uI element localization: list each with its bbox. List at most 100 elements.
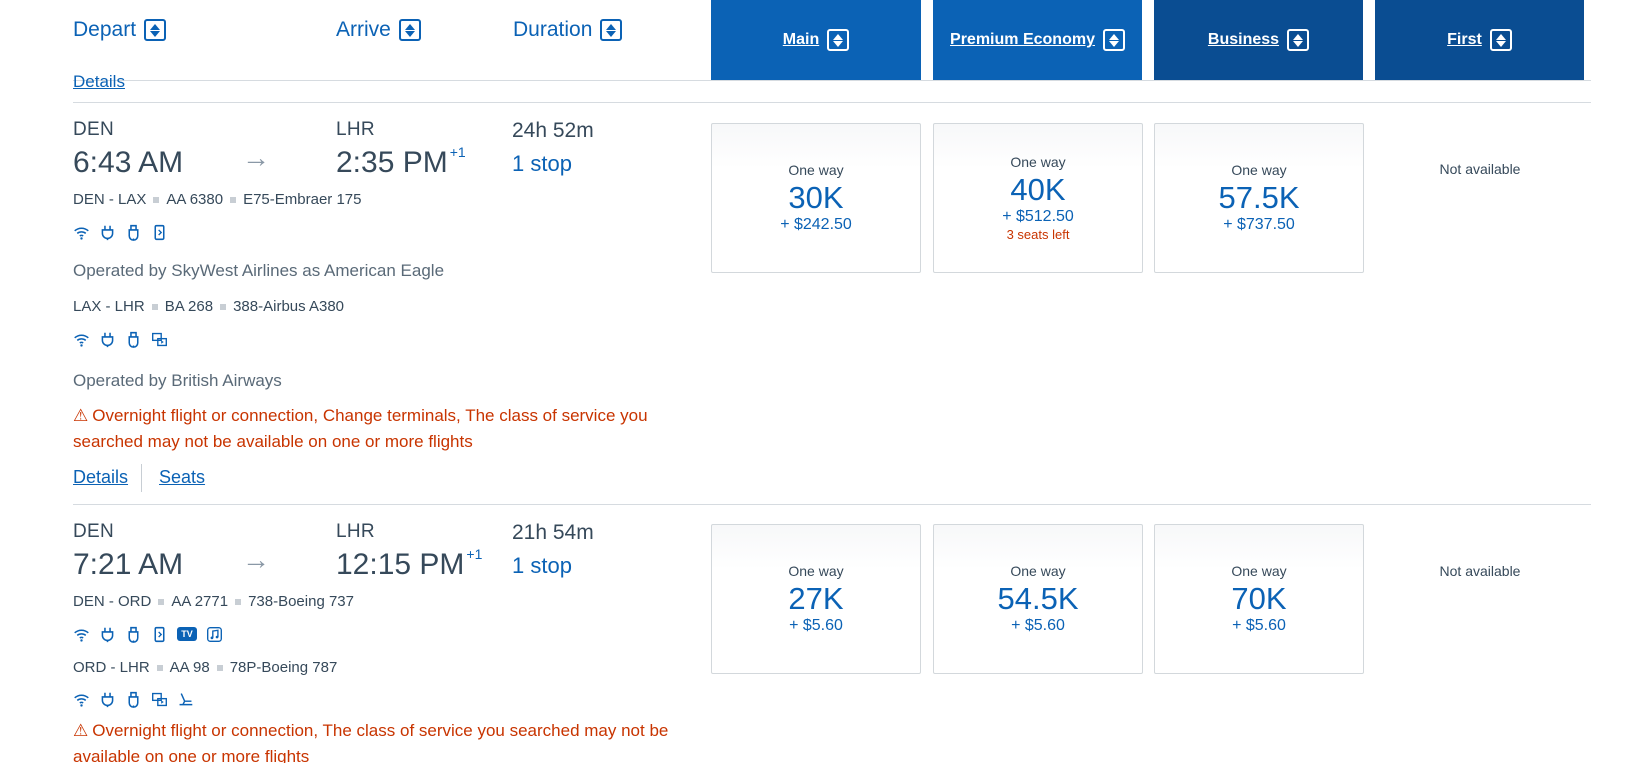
phone-icon [151,223,168,241]
segment-info: LAX - LHR BA 268 388-Airbus A380 [73,298,344,315]
amenities: TV [73,625,223,643]
warning-icon: ⚠ [73,406,89,425]
warning-message: ⚠ Overnight flight or connection, Change … [73,403,663,455]
segment-flight: AA 6380 [166,191,224,208]
cabin-header-label: Premium Economy [950,31,1095,48]
operated-by: Operated by British Airways [73,371,282,390]
entertainment-icon [151,690,168,708]
arrow-right-icon: → [242,142,270,173]
fare-tax: + $5.60 [1011,617,1065,634]
cabin-header-label: Business [1207,31,1280,48]
destination-code: LHR [336,521,375,542]
details-link[interactable]: Details [73,467,129,487]
fare-tax: + $242.50 [780,216,852,233]
entertainment-icon [151,330,168,348]
phone-icon [151,625,168,643]
row-divider [73,102,1591,103]
arrive-time-value: 12:15 PM [336,548,465,581]
sort-arrows-icon [1287,29,1310,51]
link-divider [141,464,142,492]
warning-text: Overnight flight or connection, Change t… [73,406,648,451]
fare-miles: 30K [788,180,844,215]
day-offset: +1 [449,144,466,160]
fare-type: One way [788,563,844,579]
fare-type: One way [1231,162,1287,178]
sort-arrive[interactable]: Arrive [336,18,421,42]
segment-route: LAX - LHR [73,298,145,315]
segment-aircraft: 738-Boeing 737 [248,593,354,610]
fare-miles: 57.5K [1218,180,1300,215]
fare-main[interactable]: One way 30K + $242.50 [711,123,921,273]
fare-miles: 40K [1010,172,1066,207]
cabin-header-label: First [1447,31,1482,48]
destination-code: LHR [336,119,375,140]
seats-link[interactable]: Seats [159,467,206,487]
fare-tax: + $512.50 [1002,208,1074,225]
segment-route: DEN - LAX [73,191,147,208]
segment-info: DEN - LAX AA 6380 E75-Embraer 175 [73,191,361,208]
header-divider [73,80,1591,81]
fare-premium-economy[interactable]: One way 40K + $512.50 3 seats left [933,123,1143,273]
sort-arrows-icon [1489,29,1512,51]
segment-info: DEN - ORD AA 2771 738-Boeing 737 [73,593,354,610]
power-icon [99,330,116,348]
depart-time: 6:43 AM [73,146,184,179]
segment-aircraft: 388-Airbus A380 [233,298,345,315]
fare-type: One way [788,162,844,178]
tv-icon: TV [177,627,197,641]
amenities [73,690,194,708]
cabin-header-business[interactable]: Business [1154,0,1363,80]
fare-first-unavailable: Not available [1439,563,1521,579]
power-icon [99,625,116,643]
amenities [73,223,168,241]
sort-arrive-label: Arrive [336,18,391,41]
usb-icon [125,223,142,241]
cabin-header-premium-economy[interactable]: Premium Economy [933,0,1142,80]
fare-main[interactable]: One way 27K + $5.60 [711,524,921,674]
segment-aircraft: E75-Embraer 175 [243,191,362,208]
fare-premium-economy[interactable]: One way 54.5K + $5.60 [933,524,1143,674]
arrive-time: 2:35 PM +1 [336,144,466,180]
duration: 24h 52m [512,119,594,142]
day-offset: +1 [466,546,483,562]
fare-type: One way [1010,563,1066,579]
sort-depart[interactable]: Depart [73,18,167,42]
stops-link[interactable]: 1 stop [512,151,572,176]
sort-arrows-icon [1102,29,1125,51]
warning-message: ⚠ Overnight flight or connection, The cla… [73,718,693,763]
depart-time: 7:21 AM [73,548,184,581]
cabin-header-label: Main [782,31,820,48]
wifi-icon [73,223,90,241]
fare-business[interactable]: One way 70K + $5.60 [1154,524,1364,674]
sort-arrows-icon [398,19,421,41]
warning-icon: ⚠ [73,721,89,740]
fare-type: One way [1231,563,1287,579]
arrive-time-value: 2:35 PM [336,146,448,179]
fare-miles: 27K [788,581,844,616]
stops-link[interactable]: 1 stop [512,553,572,578]
arrive-time: 12:15 PM +1 [336,546,483,582]
usb-icon [125,690,142,708]
fare-miles: 54.5K [997,581,1079,616]
fare-tax: + $5.60 [789,617,843,634]
fare-tax: + $737.50 [1223,216,1295,233]
sort-arrows-icon [144,19,167,41]
fare-business[interactable]: One way 57.5K + $737.50 [1154,123,1364,273]
warning-text: Overnight flight or connection, The clas… [73,721,669,763]
cabin-header-first[interactable]: First [1375,0,1584,80]
duration: 21h 54m [512,521,594,544]
sort-duration-label: Duration [513,18,593,41]
fare-type: One way [1010,154,1066,170]
wifi-icon [73,625,90,643]
segment-info: ORD - LHR AA 98 78P-Boeing 787 [73,659,337,676]
cabin-header-main[interactable]: Main [711,0,921,80]
lie-flat-seat-icon [177,690,194,708]
wifi-icon [73,330,90,348]
sort-duration[interactable]: Duration [513,18,623,42]
arrow-right-icon: → [242,544,270,575]
music-icon [206,625,223,643]
sort-arrows-icon [600,19,623,41]
details-link-previous[interactable]: Details [73,72,125,91]
sort-depart-label: Depart [73,18,137,41]
operated-by: Operated by SkyWest Airlines as American… [73,261,445,280]
